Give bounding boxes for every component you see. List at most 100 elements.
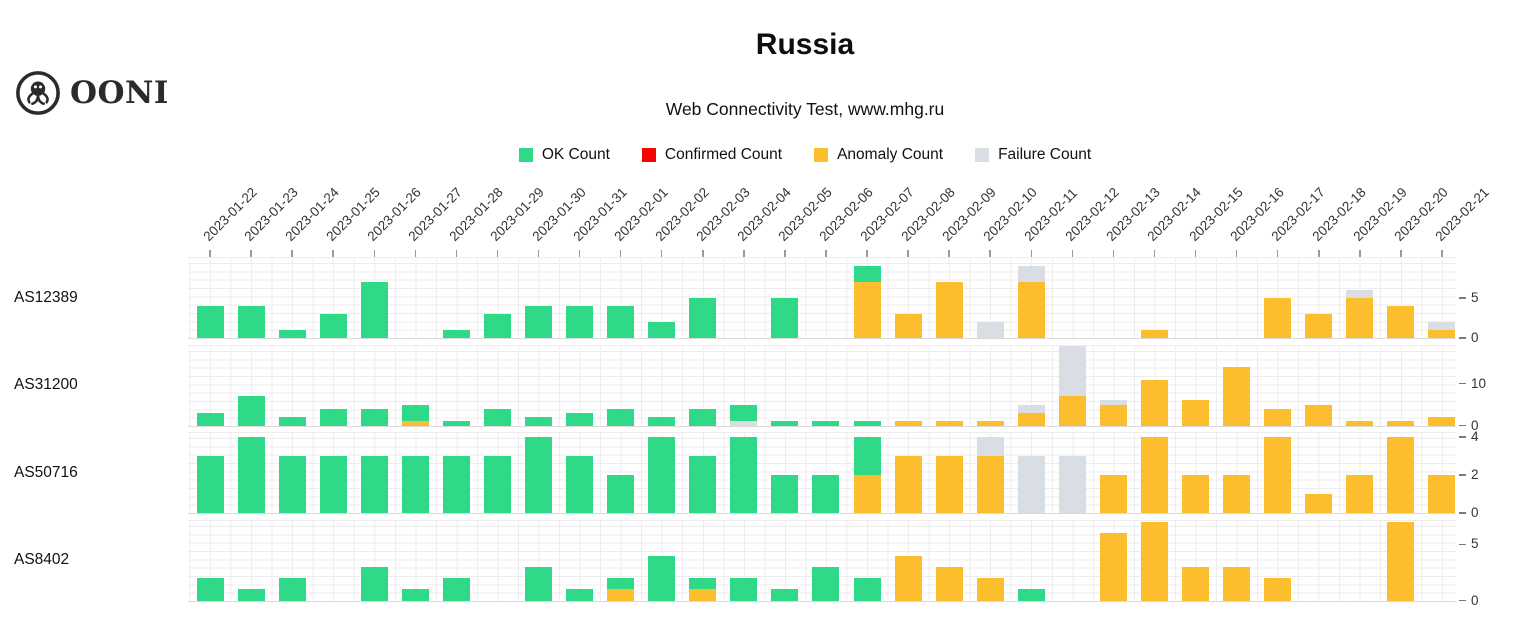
bar-segment-ok[interactable] — [442, 421, 470, 426]
bar-segment-ok[interactable] — [607, 305, 635, 338]
bar-segment-ok[interactable] — [853, 578, 881, 601]
bar-segment-ok[interactable] — [853, 265, 881, 282]
bar-segment-ok[interactable] — [566, 412, 594, 426]
bar-segment-anomaly[interactable] — [1017, 281, 1045, 338]
bar-segment-ok[interactable] — [607, 408, 635, 426]
legend-item-confirmed[interactable]: Confirmed Count — [641, 146, 782, 164]
bar-segment-anomaly[interactable] — [1140, 329, 1168, 338]
bar-segment-ok[interactable] — [771, 589, 799, 601]
bar-segment-ok[interactable] — [360, 281, 388, 338]
bar-segment-anomaly[interactable] — [1346, 421, 1374, 426]
bar-segment-ok[interactable] — [360, 455, 388, 513]
bar-segment-ok[interactable] — [319, 313, 347, 338]
bar-segment-ok[interactable] — [648, 555, 676, 601]
bar-segment-ok[interactable] — [1017, 589, 1045, 601]
bar-segment-ok[interactable] — [566, 455, 594, 513]
legend-item-failure[interactable]: Failure Count — [975, 146, 1091, 164]
bar-segment-ok[interactable] — [237, 436, 265, 513]
bar-segment-anomaly[interactable] — [689, 589, 717, 601]
bar-segment-anomaly[interactable] — [1428, 329, 1456, 338]
bar-segment-anomaly[interactable] — [1140, 436, 1168, 513]
bar-segment-failure[interactable] — [976, 436, 1004, 456]
bar-segment-anomaly[interactable] — [1264, 408, 1292, 426]
bar-segment-ok[interactable] — [812, 474, 840, 513]
bar-segment-ok[interactable] — [483, 313, 511, 338]
bar-segment-ok[interactable] — [771, 474, 799, 513]
bar-segment-anomaly[interactable] — [1305, 494, 1333, 513]
bar-segment-ok[interactable] — [401, 589, 429, 601]
bar-segment-failure[interactable] — [1017, 455, 1045, 513]
bar-segment-ok[interactable] — [278, 417, 306, 426]
bar-segment-anomaly[interactable] — [1182, 474, 1210, 513]
bar-segment-ok[interactable] — [319, 408, 347, 426]
bar-segment-ok[interactable] — [196, 305, 224, 338]
bar-segment-anomaly[interactable] — [935, 421, 963, 426]
bar-segment-ok[interactable] — [319, 455, 347, 513]
bar-segment-anomaly[interactable] — [894, 455, 922, 513]
bar-segment-ok[interactable] — [689, 578, 717, 590]
bar-segment-ok[interactable] — [566, 305, 594, 338]
bar-segment-anomaly[interactable] — [1017, 412, 1045, 426]
bar-segment-ok[interactable] — [278, 329, 306, 338]
bar-segment-failure[interactable] — [1017, 404, 1045, 413]
bar-segment-ok[interactable] — [525, 566, 553, 601]
legend-item-anomaly[interactable]: Anomaly Count — [814, 146, 943, 164]
bar-segment-ok[interactable] — [730, 404, 758, 422]
bar-segment-failure[interactable] — [1428, 321, 1456, 330]
bar-segment-anomaly[interactable] — [1264, 297, 1292, 338]
bar-segment-anomaly[interactable] — [894, 421, 922, 426]
bar-segment-failure[interactable] — [1017, 265, 1045, 282]
bar-segment-ok[interactable] — [401, 455, 429, 513]
bar-segment-ok[interactable] — [689, 455, 717, 513]
bar-segment-ok[interactable] — [812, 421, 840, 426]
bar-segment-anomaly[interactable] — [1182, 400, 1210, 426]
bar-segment-ok[interactable] — [401, 404, 429, 422]
bar-segment-anomaly[interactable] — [1305, 313, 1333, 338]
bar-segment-ok[interactable] — [278, 578, 306, 601]
bar-segment-anomaly[interactable] — [935, 281, 963, 338]
bar-segment-failure[interactable] — [730, 421, 758, 426]
bar-segment-ok[interactable] — [360, 408, 388, 426]
bar-segment-anomaly[interactable] — [607, 589, 635, 601]
bar-segment-ok[interactable] — [607, 578, 635, 590]
bar-segment-ok[interactable] — [730, 578, 758, 601]
legend-item-ok[interactable]: OK Count — [518, 146, 610, 164]
bar-segment-ok[interactable] — [196, 455, 224, 513]
bar-segment-ok[interactable] — [648, 417, 676, 426]
bar-segment-ok[interactable] — [237, 589, 265, 601]
bar-segment-ok[interactable] — [525, 436, 553, 513]
bar-segment-ok[interactable] — [237, 396, 265, 426]
bar-segment-anomaly[interactable] — [1223, 367, 1251, 426]
bar-segment-anomaly[interactable] — [1264, 436, 1292, 513]
bar-segment-ok[interactable] — [196, 412, 224, 426]
bar-segment-anomaly[interactable] — [1346, 297, 1374, 338]
bar-segment-ok[interactable] — [812, 566, 840, 601]
bar-segment-ok[interactable] — [771, 421, 799, 426]
bar-segment-ok[interactable] — [853, 421, 881, 426]
bar-segment-failure[interactable] — [1058, 455, 1086, 513]
bar-segment-ok[interactable] — [237, 305, 265, 338]
bar-segment-ok[interactable] — [360, 566, 388, 601]
bar-segment-failure[interactable] — [1346, 289, 1374, 298]
bar-segment-ok[interactable] — [648, 436, 676, 513]
bar-segment-anomaly[interactable] — [1099, 474, 1127, 513]
bar-segment-anomaly[interactable] — [976, 455, 1004, 513]
bar-segment-anomaly[interactable] — [1099, 404, 1127, 426]
bar-segment-ok[interactable] — [483, 408, 511, 426]
bar-segment-failure[interactable] — [1058, 346, 1086, 397]
bar-segment-ok[interactable] — [853, 436, 881, 475]
bar-segment-anomaly[interactable] — [894, 313, 922, 338]
bar-segment-anomaly[interactable] — [401, 421, 429, 426]
bar-segment-anomaly[interactable] — [935, 455, 963, 513]
bar-segment-anomaly[interactable] — [1140, 379, 1168, 426]
bar-segment-failure[interactable] — [976, 321, 1004, 338]
bar-segment-anomaly[interactable] — [1223, 474, 1251, 513]
bar-segment-ok[interactable] — [525, 305, 553, 338]
bar-segment-anomaly[interactable] — [853, 474, 881, 513]
bar-segment-anomaly[interactable] — [1387, 305, 1415, 338]
bar-segment-anomaly[interactable] — [853, 281, 881, 338]
bar-segment-ok[interactable] — [442, 329, 470, 338]
bar-segment-ok[interactable] — [278, 455, 306, 513]
bar-segment-anomaly[interactable] — [976, 421, 1004, 426]
ooni-logo[interactable]: OONI — [15, 70, 169, 116]
